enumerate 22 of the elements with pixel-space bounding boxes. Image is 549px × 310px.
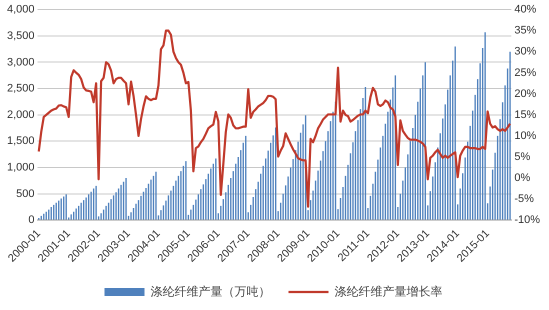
y-tick-label: 3,000: [6, 56, 35, 68]
y2-tick-label: -5%: [514, 193, 534, 206]
y-tick-label: 2,500: [6, 82, 35, 95]
y2-tick-label: 40%: [514, 4, 537, 16]
y-tick-label: 0: [28, 214, 35, 226]
y-tick-label: 500: [16, 188, 35, 200]
y-tick-label: 3,500: [6, 30, 35, 42]
y2-tick-label: 35%: [514, 24, 537, 37]
y2-tick-label: 10%: [514, 130, 537, 142]
y2-tick-label: 15%: [514, 108, 537, 121]
y2-tick-label: 20%: [514, 88, 537, 100]
y2-tick-label: 0%: [514, 172, 530, 184]
y2-tick-label: 25%: [514, 66, 537, 79]
y-tick-label: 2,000: [6, 108, 35, 121]
y2-tick-label: 5%: [514, 150, 530, 163]
y-tick-label: 1,000: [6, 162, 35, 174]
y2-tick-label: -10%: [514, 214, 540, 226]
y2-tick-label: 30%: [514, 46, 537, 58]
legend-label: 涤纶纤维产量增长率: [334, 284, 442, 298]
y-tick-label: 1,500: [6, 135, 35, 148]
legend-label: 涤纶纤维产量（万吨）: [150, 284, 270, 298]
y-tick-label: 4,000: [6, 4, 35, 16]
